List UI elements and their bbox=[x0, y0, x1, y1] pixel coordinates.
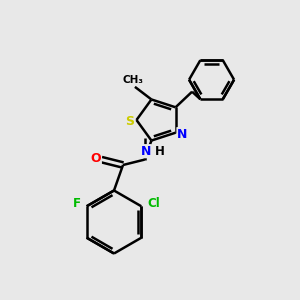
Text: N: N bbox=[177, 128, 188, 141]
Text: S: S bbox=[125, 115, 134, 128]
Text: Cl: Cl bbox=[148, 197, 160, 210]
Text: CH₃: CH₃ bbox=[123, 75, 144, 85]
Text: F: F bbox=[73, 197, 81, 210]
Text: O: O bbox=[91, 152, 101, 165]
Text: H: H bbox=[155, 145, 165, 158]
Text: N: N bbox=[141, 145, 151, 158]
